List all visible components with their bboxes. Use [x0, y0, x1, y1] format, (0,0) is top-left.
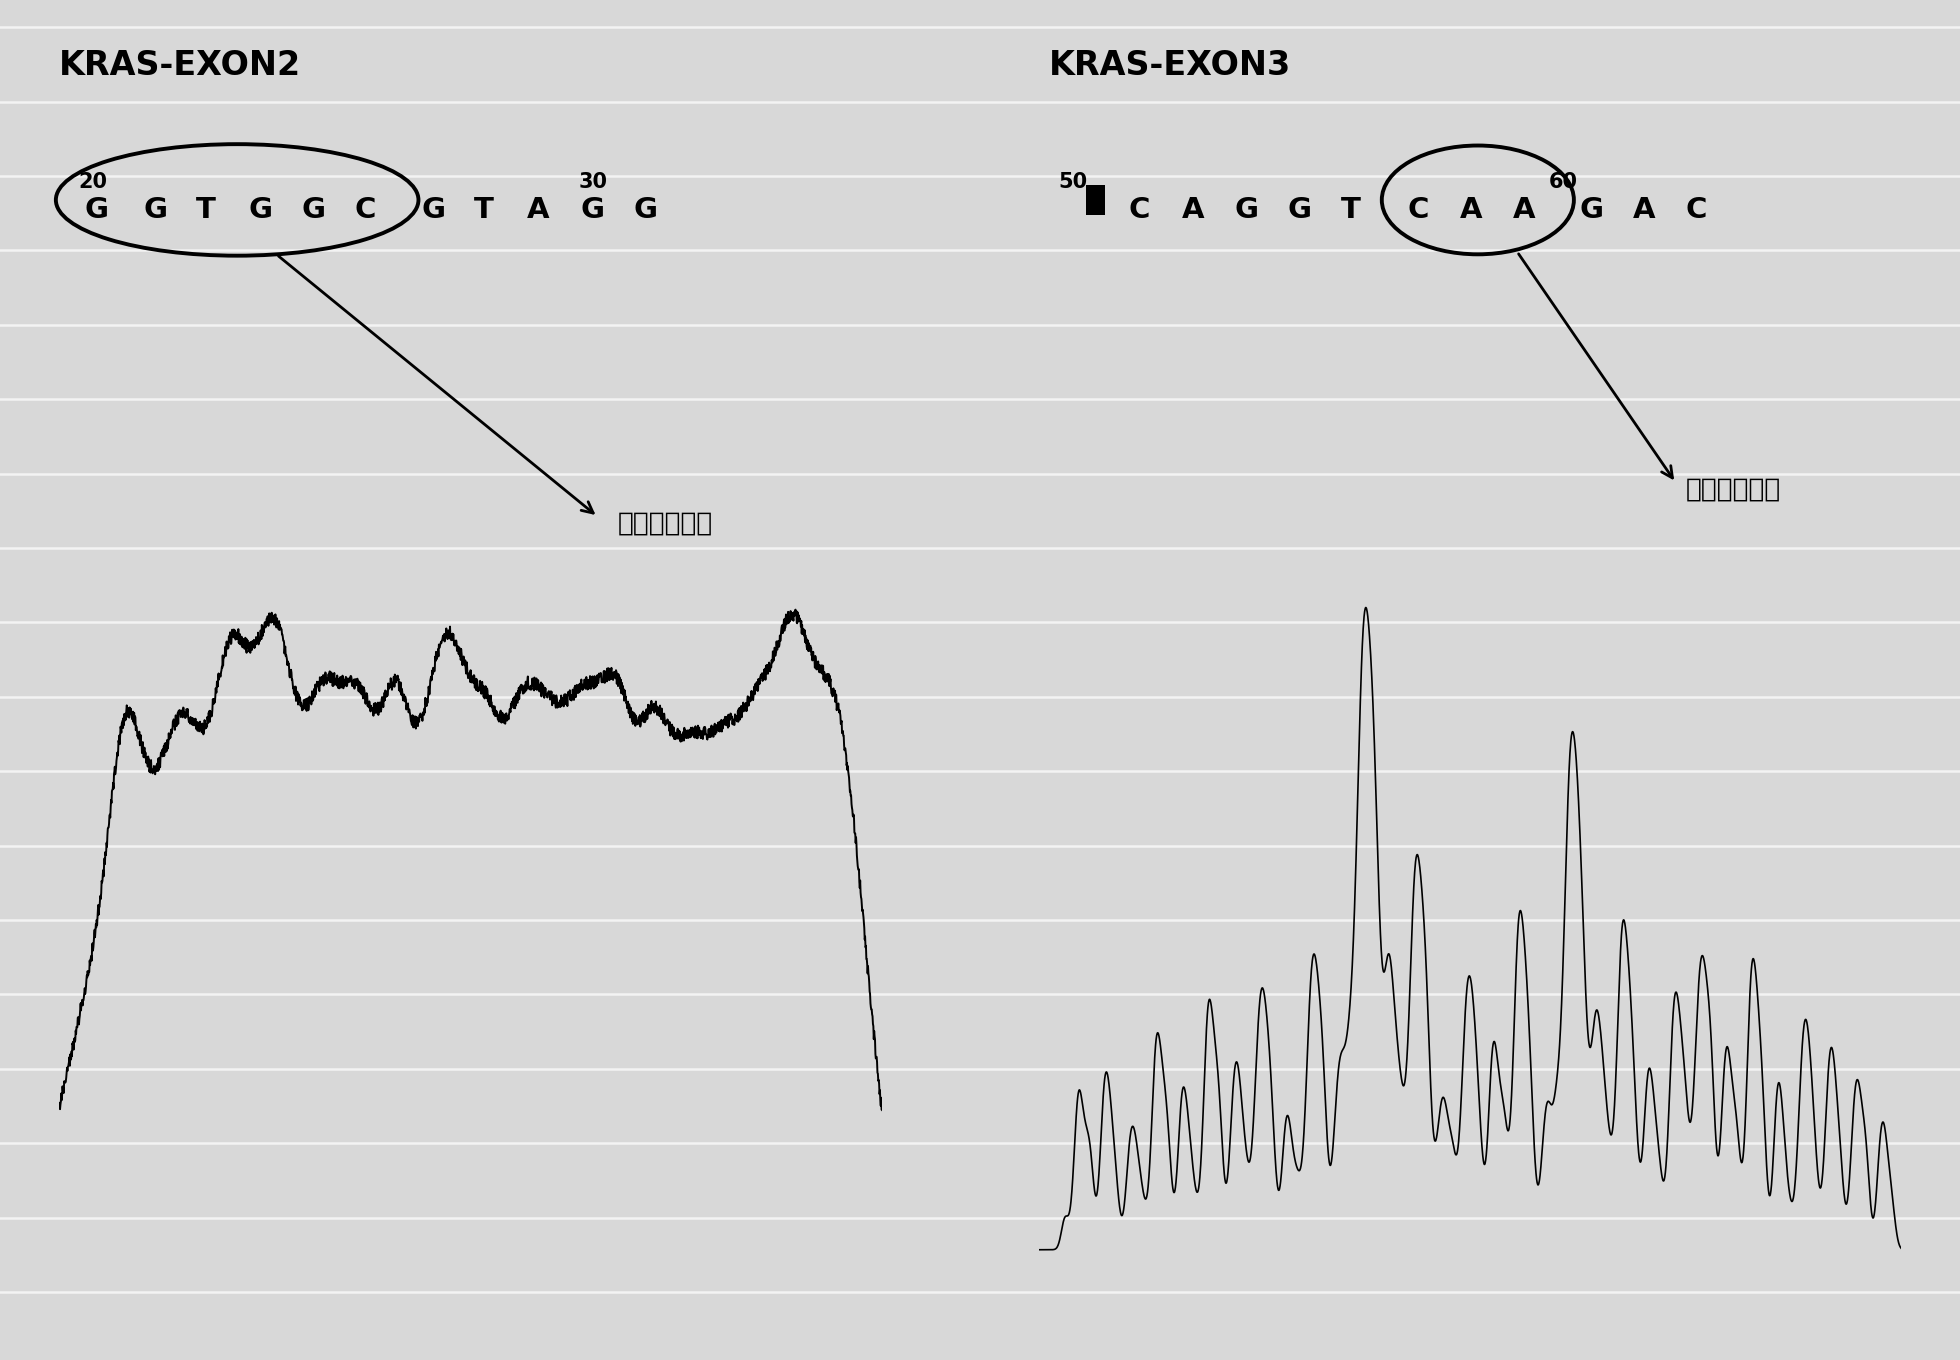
- Text: A: A: [1460, 196, 1482, 223]
- Text: 50: 50: [1058, 171, 1088, 192]
- Text: G: G: [143, 196, 167, 223]
- Text: A: A: [1182, 196, 1203, 223]
- Text: 60: 60: [1548, 171, 1578, 192]
- Text: G: G: [1580, 196, 1603, 223]
- Text: KRAS-EXON2: KRAS-EXON2: [59, 49, 302, 82]
- Text: 热点突变区域: 热点突变区域: [617, 510, 713, 536]
- Text: C: C: [355, 196, 376, 223]
- Text: G: G: [633, 196, 657, 223]
- Text: T: T: [1341, 196, 1360, 223]
- Text: A: A: [1633, 196, 1654, 223]
- Text: T: T: [474, 196, 494, 223]
- Text: C: C: [1686, 196, 1707, 223]
- Text: A: A: [527, 196, 549, 223]
- Text: G: G: [249, 196, 272, 223]
- Text: G: G: [1235, 196, 1258, 223]
- Text: G: G: [302, 196, 325, 223]
- Text: 30: 30: [578, 171, 608, 192]
- Text: 热点突变区域: 热点突变区域: [1686, 476, 1782, 502]
- Text: C: C: [1407, 196, 1429, 223]
- Text: G: G: [421, 196, 445, 223]
- Text: KRAS-EXON3: KRAS-EXON3: [1049, 49, 1292, 82]
- Text: G: G: [84, 196, 108, 223]
- Text: G: G: [580, 196, 604, 223]
- Text: 20: 20: [78, 171, 108, 192]
- Text: T: T: [196, 196, 216, 223]
- Text: A: A: [1513, 196, 1535, 223]
- Text: C: C: [1129, 196, 1151, 223]
- Text: G: G: [1288, 196, 1311, 223]
